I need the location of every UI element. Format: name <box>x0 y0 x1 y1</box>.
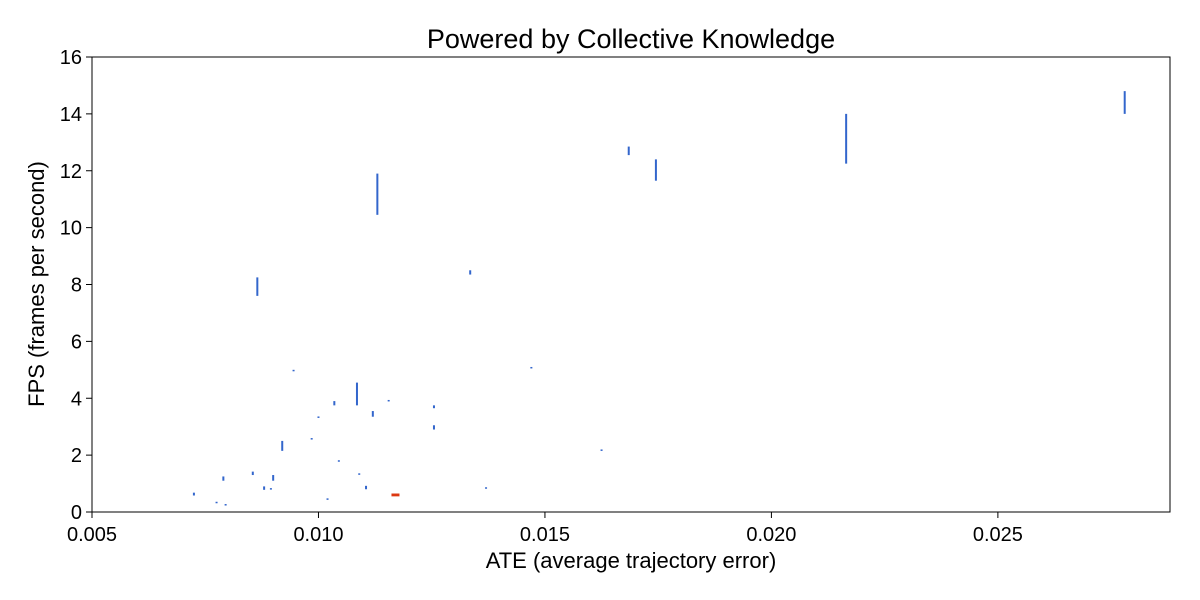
data-point <box>485 487 488 489</box>
data-point <box>269 488 272 490</box>
data-point <box>224 504 227 506</box>
data-point <box>845 113 848 164</box>
x-axis-ticks: 0.005 0.010 0.015 0.020 0.025 <box>67 512 1023 546</box>
plot-frame <box>91 56 1171 513</box>
data-point <box>263 486 266 490</box>
data-point <box>432 405 435 409</box>
data-point <box>326 498 329 500</box>
y-axis-ticks: 0 2 4 6 8 10 12 14 16 <box>60 47 92 524</box>
data-point <box>600 449 603 451</box>
data-point <box>469 270 472 275</box>
data-point <box>222 476 225 481</box>
data-point <box>192 492 195 496</box>
y-tick-label: 12 <box>60 161 82 183</box>
x-axis-label: ATE (average trajectory error) <box>486 548 777 573</box>
data-point <box>310 438 313 440</box>
data-point <box>355 382 358 406</box>
data-point <box>256 277 259 296</box>
x-tick-label: 0.010 <box>293 524 343 546</box>
y-tick-label: 4 <box>71 388 82 410</box>
data-point <box>317 416 320 418</box>
data-point <box>365 485 368 490</box>
data-marks <box>192 91 1126 506</box>
data-point <box>627 146 630 156</box>
data-point <box>432 425 435 430</box>
data-point <box>376 173 379 215</box>
y-tick-label: 8 <box>71 275 82 297</box>
y-tick-label: 10 <box>60 218 82 240</box>
data-point <box>251 471 254 476</box>
data-point <box>530 366 533 369</box>
chart-title: Powered by Collective Knowledge <box>427 24 835 54</box>
highlight-point <box>391 493 400 497</box>
x-tick-label: 0.025 <box>973 524 1023 546</box>
y-tick-label: 14 <box>60 104 82 126</box>
y-tick-label: 6 <box>71 331 82 353</box>
data-point <box>281 440 284 451</box>
data-point <box>272 475 275 481</box>
x-tick-label: 0.005 <box>67 524 117 546</box>
data-point <box>371 411 374 417</box>
data-point <box>337 460 340 462</box>
data-point <box>358 473 361 475</box>
x-tick-label: 0.020 <box>746 524 796 546</box>
data-point <box>215 501 218 504</box>
data-point <box>654 159 657 181</box>
y-tick-label: 16 <box>60 47 82 69</box>
y-tick-label: 2 <box>71 445 82 467</box>
y-axis-label: FPS (frames per second) <box>24 161 49 407</box>
data-point <box>387 399 390 402</box>
data-point <box>333 401 336 406</box>
x-tick-label: 0.015 <box>520 524 570 546</box>
y-tick-label: 0 <box>71 502 82 524</box>
data-point <box>292 369 295 372</box>
data-point <box>1123 91 1126 114</box>
